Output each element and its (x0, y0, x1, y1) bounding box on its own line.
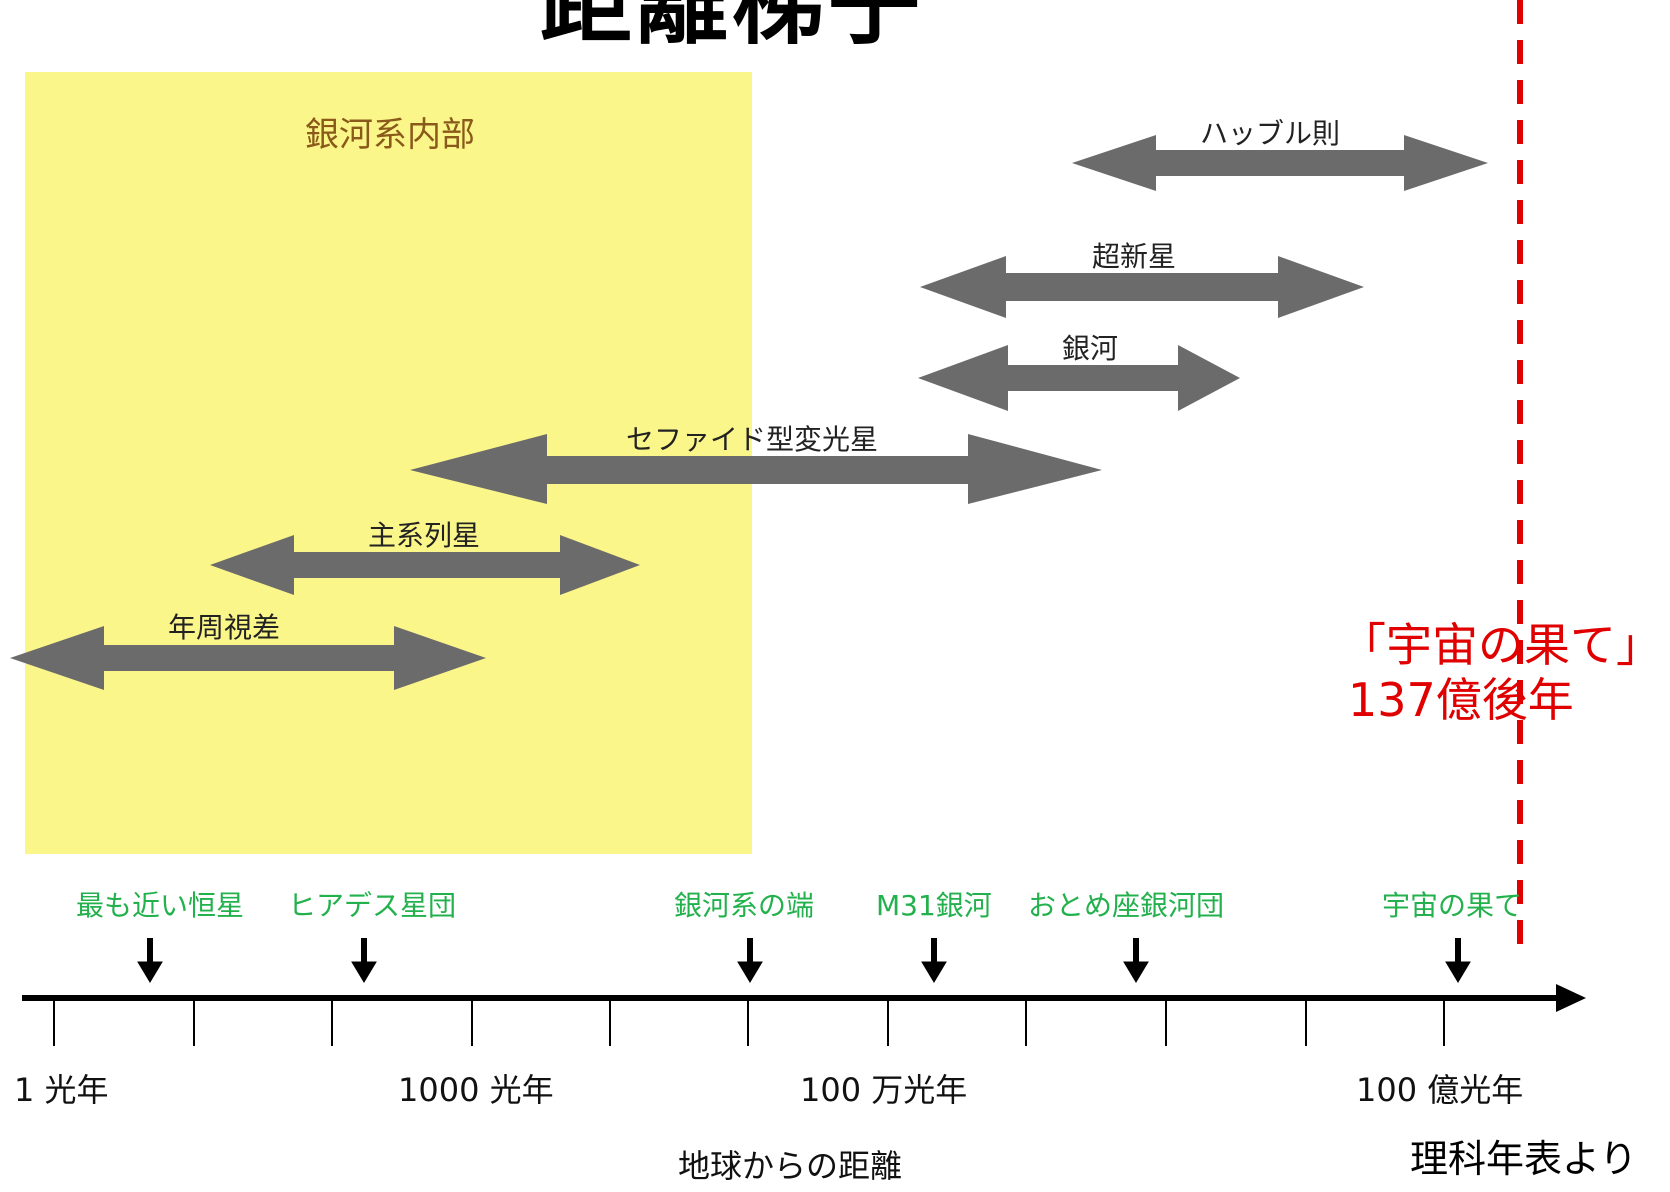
supernova-label: 超新星 (1092, 240, 1177, 273)
m31-label: M31銀河 (876, 889, 992, 922)
main-sequence-arrow (210, 535, 640, 595)
galaxy-interior-label: 銀河系内部 (305, 115, 475, 155)
axis-title: 地球からの距離 (678, 1147, 903, 1185)
cepheid-arrow (410, 434, 1102, 504)
virgo-cluster-label: おとめ座銀河団 (1028, 889, 1225, 922)
galaxy-label: 銀河 (1062, 332, 1119, 365)
cepheid-label: セファイド型変光星 (626, 423, 879, 456)
tick-label-1000ly: 1000 光年 (398, 1071, 554, 1109)
annual-parallax-arrow (10, 626, 486, 690)
supernova-arrow (920, 256, 1364, 318)
marker-arrows (137, 938, 1471, 983)
hubble-law-label: ハッブル則 (1200, 117, 1341, 150)
universe-edge-marker-label: 宇宙の果て (1382, 889, 1523, 922)
universe-edge-annotation-line2: 137億後年 (1348, 673, 1574, 728)
annual-parallax-label: 年周視差 (168, 611, 281, 644)
tick-label-10bly: 100 億光年 (1356, 1071, 1524, 1109)
source-credit: 理科年表より (1410, 1137, 1638, 1181)
hubble-law-arrow (1072, 135, 1488, 191)
tick-label-1mly: 100 万光年 (800, 1071, 968, 1109)
tick-label-1ly: 1 光年 (14, 1071, 109, 1109)
main-sequence-label: 主系列星 (368, 519, 481, 552)
page-title: 距離梯子 (540, 0, 925, 57)
galaxy-arrow (918, 345, 1240, 411)
hyades-label: ヒアデス星団 (288, 889, 457, 922)
galaxy-edge-label: 銀河系の端 (674, 889, 815, 922)
distance-axis (22, 984, 1586, 1046)
nearest-star-label: 最も近い恒星 (76, 889, 245, 922)
universe-edge-annotation-line1: 「宇宙の果て」 (1340, 618, 1662, 672)
universe-edge-annotation: 「宇宙の果て」 137億後年 (1340, 618, 1662, 728)
